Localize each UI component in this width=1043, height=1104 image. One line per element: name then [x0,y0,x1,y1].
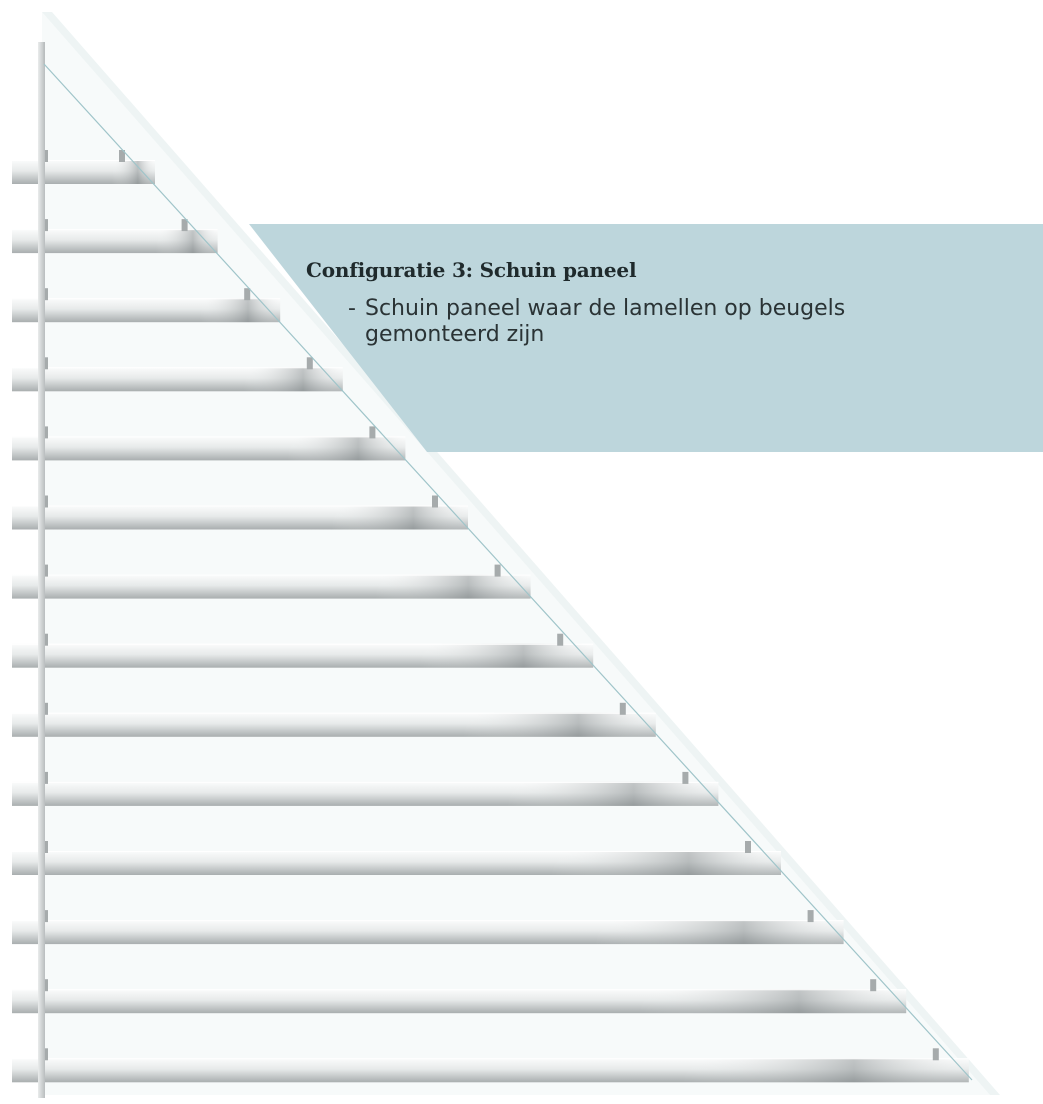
slat [12,150,155,184]
slat-shading [12,160,155,184]
bracket-left [44,841,48,853]
bracket-right [181,219,188,232]
bracket-left [44,564,48,577]
bracket-right [619,702,626,715]
slat [12,841,781,875]
slat-shading [12,989,907,1014]
bracket-left [44,150,48,162]
bracket-right [494,564,501,577]
slat-shading [12,712,656,737]
bracket-left [44,219,48,232]
slat-shading [12,643,594,668]
bracket-right [306,357,313,370]
slat-shading [12,851,781,875]
bracket-left [44,495,48,508]
bracket-right [244,288,251,301]
bracket-left [44,357,48,370]
slat-shading [12,1058,969,1083]
slat [12,426,406,461]
slat-shading [12,367,343,392]
bracket-right [369,426,376,439]
bracket-left [44,426,48,439]
slat [12,219,218,254]
bracket-right [682,771,689,784]
slat-shading [12,574,531,599]
slat-shading [12,920,844,945]
bracket-right [745,841,751,853]
slat [12,633,594,668]
slat [12,564,531,599]
slat [12,771,719,806]
bracket-left [44,910,48,923]
slat [12,910,844,945]
slat-shading [12,229,218,254]
bracket-left [44,1048,48,1061]
bracket-left [44,702,48,715]
slat [12,702,656,737]
slat-shading [12,781,719,806]
slat [12,288,281,323]
bracket-left [44,771,48,784]
bracket-right [432,495,438,508]
slat [12,979,907,1014]
bracket-right [807,910,814,923]
bracket-right [119,150,125,162]
slat [12,1048,969,1083]
bracket-right [557,633,564,646]
vertical-post [38,42,45,1098]
bracket-left [44,979,48,992]
bracket-left [44,288,48,301]
slat-shading [12,505,468,530]
bracket-left [44,633,48,646]
diagonal-rail [43,63,973,1081]
bracket-right [870,979,877,992]
slat-shading [12,298,281,323]
bracket-right [932,1048,939,1061]
slat-shading [12,436,406,461]
slat [12,495,468,530]
